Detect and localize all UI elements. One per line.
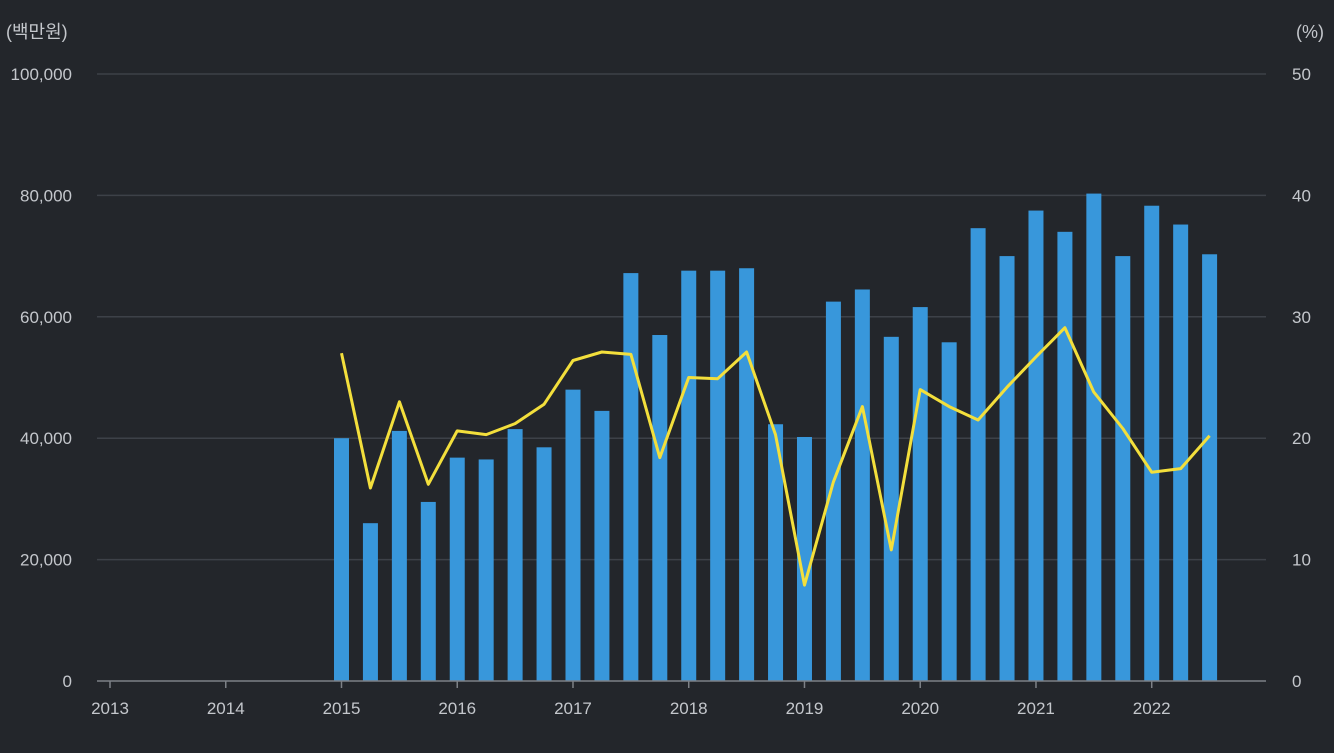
bar-2021Q1 [1028, 210, 1044, 681]
bar-2016Q3 [507, 429, 523, 681]
bar-2015Q3 [391, 430, 407, 681]
bar-2022Q2 [1173, 224, 1189, 681]
bar-2020Q2 [941, 342, 957, 681]
bar-2022Q3 [1202, 254, 1218, 682]
right-tick-label: 10 [1292, 551, 1311, 570]
bar-2017Q2 [594, 410, 610, 681]
right-axis-unit: (%) [1296, 22, 1324, 42]
bar-2017Q1 [565, 389, 581, 681]
bar-2020Q3 [970, 228, 986, 682]
left-tick-label: 60,000 [20, 308, 72, 327]
bar-2019Q2 [825, 301, 841, 681]
left-axis-unit: (백만원) [6, 22, 68, 42]
bar-2018Q2 [710, 270, 726, 681]
bar-2015Q1 [333, 438, 349, 681]
bar-2020Q1 [912, 307, 928, 681]
bar-2019Q3 [854, 289, 870, 681]
x-tick-label: 2020 [901, 699, 939, 718]
x-axis: 2013 2014 2015 2016 2017 2018 2019 2020 2021 2022 [91, 680, 1266, 718]
right-tick-label: 40 [1292, 186, 1311, 205]
bar-2017Q4 [652, 335, 668, 681]
line-series [340, 326, 1211, 587]
bar-2021Q3 [1086, 193, 1102, 682]
bar-2020Q4 [999, 256, 1015, 681]
left-axis-ticks: 0 20,000 40,000 60,000 80,000 100,000 [11, 65, 72, 691]
bar-2017Q3 [623, 273, 639, 681]
bar-2018Q1 [681, 270, 697, 681]
bar-2016Q4 [536, 447, 552, 681]
left-tick-label: 20,000 [20, 551, 72, 570]
x-tick-label: 2018 [670, 699, 708, 718]
x-tick-label: 2015 [323, 699, 361, 718]
x-tick-label: 2021 [1017, 699, 1055, 718]
left-tick-label: 40,000 [20, 429, 72, 448]
bar-2015Q4 [420, 501, 436, 681]
right-tick-label: 30 [1292, 308, 1311, 327]
left-tick-label: 80,000 [20, 186, 72, 205]
bar-2021Q4 [1115, 256, 1131, 681]
right-tick-label: 0 [1292, 672, 1301, 691]
left-tick-label: 100,000 [11, 65, 72, 84]
bar-2022Q1 [1144, 205, 1160, 681]
bar-2015Q2 [362, 523, 378, 681]
x-tick-label: 2014 [207, 699, 245, 718]
bar-2016Q1 [449, 457, 465, 681]
rate-line [340, 326, 1211, 587]
bar-2019Q4 [883, 336, 899, 681]
x-tick-label: 2013 [91, 699, 129, 718]
bar-2018Q4 [768, 424, 784, 681]
left-tick-label: 0 [63, 672, 72, 691]
bar-2018Q3 [739, 268, 755, 681]
right-tick-label: 20 [1292, 429, 1311, 448]
x-tick-label: 2022 [1133, 699, 1171, 718]
right-tick-label: 50 [1292, 65, 1311, 84]
bar-2016Q2 [478, 459, 494, 681]
x-tick-label: 2019 [786, 699, 824, 718]
x-tick-label: 2016 [438, 699, 476, 718]
bar-series [333, 193, 1218, 682]
bar-2019Q1 [796, 436, 812, 681]
right-axis-ticks: 0 10 20 30 40 50 [1292, 65, 1311, 691]
bar-2021Q2 [1057, 231, 1073, 681]
x-tick-label: 2017 [554, 699, 592, 718]
